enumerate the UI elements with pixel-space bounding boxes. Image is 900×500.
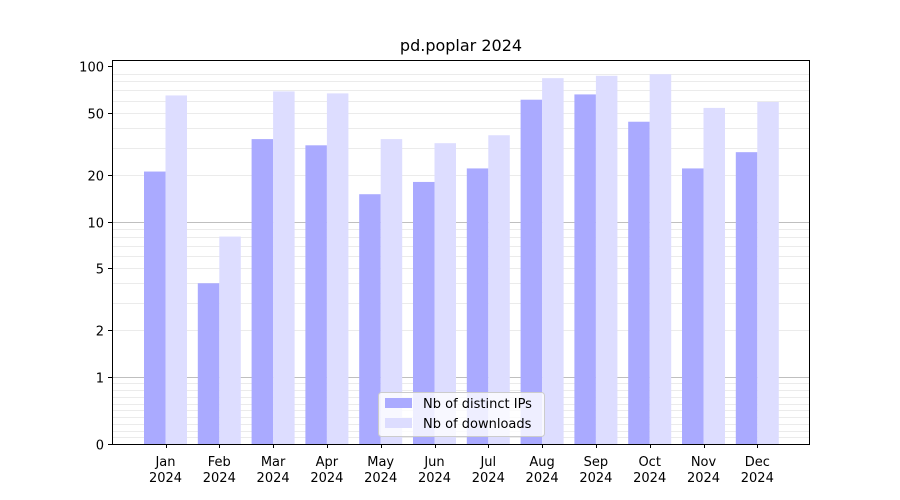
bar-downloads — [703, 107, 725, 444]
bar-downloads — [757, 101, 779, 445]
bar-downloads — [273, 91, 295, 444]
bar-downloads — [380, 139, 403, 445]
bar-downloads — [488, 135, 510, 445]
legend-label: Nb of distinct IPs — [423, 397, 532, 412]
y-tick-label: 100 — [79, 61, 104, 76]
bar-distinct-ips — [574, 94, 596, 444]
y-tick-label: 20 — [87, 170, 104, 185]
x-axis: Jan 2024 Feb 2024 Mar 2024 Apr 2024 May 2024 Jun 20… — [149, 444, 774, 486]
chart-title: pd.poplar 2024 — [400, 36, 522, 55]
x-tick-label: Jun 2024 — [418, 455, 451, 486]
bar-downloads — [165, 95, 187, 444]
bar-distinct-ips — [197, 283, 220, 444]
bar-downloads — [326, 93, 349, 445]
bar-downloads — [595, 75, 618, 445]
legend-label: Nb of downloads — [423, 417, 532, 432]
x-tick-label: Mar 2024 — [257, 455, 290, 486]
legend-swatch — [385, 398, 412, 408]
x-tick-label: Sep 2024 — [579, 455, 612, 486]
x-tick-label: Nov 2024 — [687, 455, 720, 486]
y-tick-label: 10 — [87, 217, 104, 232]
x-tick-label: Feb 2024 — [203, 455, 236, 486]
y-tick-label: 1 — [96, 372, 104, 387]
legend-swatch — [385, 418, 412, 428]
x-tick-label: May 2024 — [364, 455, 397, 486]
y-tick-label: 0 — [96, 439, 104, 454]
bar-distinct-ips — [251, 139, 274, 445]
x-tick-label: Oct 2024 — [633, 455, 666, 486]
plot-frame — [112, 60, 810, 445]
y-tick-label: 2 — [96, 325, 104, 340]
legend: Nb of distinct IPs Nb of downloads — [378, 392, 545, 437]
y-tick-label: 5 — [96, 263, 104, 278]
bars — [144, 74, 779, 445]
bar-downloads — [542, 78, 564, 444]
y-axis: 0 1 2 5 10 20 50 100 — [79, 61, 112, 454]
bar-distinct-ips — [735, 152, 758, 444]
bar-downloads — [649, 74, 672, 445]
x-tick-label: Dec 2024 — [741, 455, 774, 486]
bar-downloads — [219, 236, 241, 444]
bar-distinct-ips — [466, 168, 489, 445]
bar-distinct-ips — [359, 194, 381, 444]
bar-distinct-ips — [628, 121, 650, 444]
x-tick-label: Jan 2024 — [149, 455, 182, 486]
legend-box — [378, 392, 545, 437]
bar-distinct-ips — [305, 145, 327, 444]
x-tick-label: Jul 2024 — [472, 455, 505, 486]
bar-distinct-ips — [682, 168, 704, 445]
x-tick-label: Apr 2024 — [310, 455, 343, 486]
bar-distinct-ips — [520, 99, 543, 444]
bar-downloads — [434, 143, 456, 444]
bar-distinct-ips — [144, 171, 166, 444]
y-tick-label: 50 — [87, 108, 104, 123]
x-tick-label: Aug 2024 — [526, 455, 559, 486]
bar-distinct-ips — [413, 181, 435, 444]
